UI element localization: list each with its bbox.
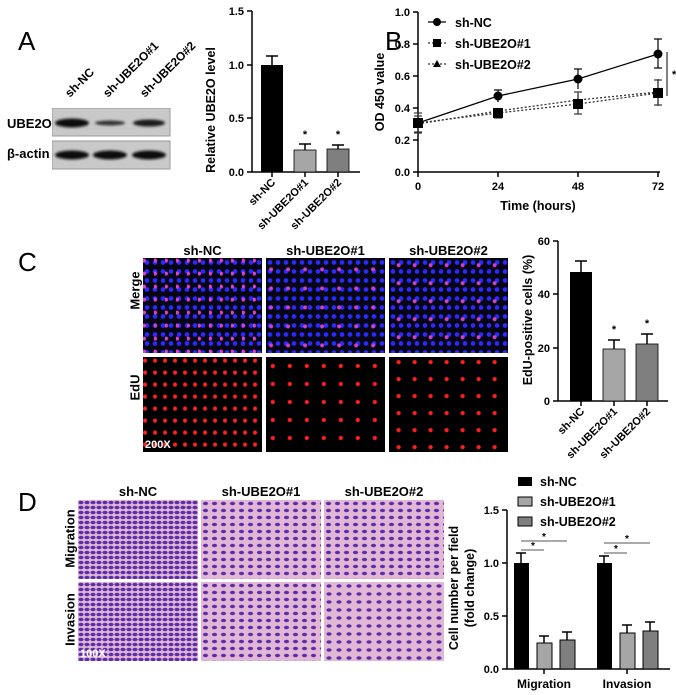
bar-sh-nc <box>261 65 283 172</box>
chart-c-edu-positive: EdU-positive cells (%) 0 20 40 60 * * sh… <box>521 236 668 461</box>
y-tick: 0.0 <box>229 167 244 179</box>
chart-a-relative-ube2o: Relative UBE2O level 0.0 0.5 1.0 1.5 * *… <box>204 6 360 230</box>
column-title: sh-UBE2O#2 <box>409 243 488 258</box>
micrograph-merge-sh-ube2o-2 <box>389 258 508 353</box>
y-tick: 0.8 <box>395 39 410 51</box>
micrograph-invasion-sh-nc: 100X <box>78 582 198 661</box>
wb-row-label: β-actin <box>7 146 50 161</box>
significance-star: * <box>625 534 629 545</box>
x-axis-label: Time (hours) <box>500 199 575 213</box>
y-axis-label-line2: (fold change) <box>463 549 477 627</box>
micrograph-merge-sh-ube2o-1 <box>266 258 385 353</box>
legend: sh-NC sh-UBE2O#1 sh-UBE2O#2 <box>517 475 616 529</box>
column-title: sh-NC <box>118 484 158 499</box>
x-tick: 48 <box>572 181 584 193</box>
row-title: Invasion <box>62 593 78 646</box>
column-title: sh-NC <box>183 243 222 258</box>
legend: sh-NC sh-UBE2O#1 sh-UBE2O#2 <box>428 16 531 72</box>
x-tick: 72 <box>652 181 664 193</box>
x-tick: 0 <box>415 181 421 193</box>
x-tick: sh-NC <box>247 177 278 208</box>
y-tick: 40 <box>538 289 550 301</box>
y-tick: 0 <box>544 396 550 408</box>
wb-blot-image <box>52 108 171 170</box>
x-tick: sh-NC <box>556 406 587 437</box>
micrograph-merge-sh-nc <box>143 258 262 353</box>
row-title: Migration <box>62 509 78 568</box>
significance-star: * <box>672 69 676 81</box>
column-title: sh-UBE2O#1 <box>286 243 365 258</box>
y-tick: 0.0 <box>395 167 410 179</box>
magnification-label: 200X <box>145 439 171 451</box>
panel-letter-c: C <box>18 247 37 277</box>
y-tick: 60 <box>538 236 550 248</box>
micrograph-migration-sh-nc <box>78 500 198 579</box>
legend-label: sh-NC <box>540 475 577 489</box>
legend-label: sh-UBE2O#2 <box>540 515 616 529</box>
significance-star: * <box>614 544 618 555</box>
y-tick: 20 <box>538 343 550 355</box>
micrograph-invasion-sh-ube2o-2 <box>324 582 444 661</box>
group-migration: Migration * * <box>514 532 576 691</box>
legend-label: sh-UBE2O#1 <box>455 37 531 51</box>
column-title: sh-UBE2O#1 <box>221 484 301 499</box>
panel-letter-a: A <box>18 26 36 56</box>
y-tick: 0.4 <box>395 103 411 115</box>
y-tick: 0.0 <box>484 664 499 676</box>
significance-star: * <box>531 541 535 552</box>
legend-label: sh-UBE2O#1 <box>540 495 616 509</box>
y-tick: 1.5 <box>229 6 244 18</box>
micrograph-migration-sh-ube2o-1 <box>201 500 321 579</box>
row-title: Merge <box>127 271 143 310</box>
y-axis-label: OD 450 value <box>373 53 387 132</box>
legend-label: sh-UBE2O#2 <box>455 58 531 72</box>
significance-star: * <box>645 318 650 330</box>
y-tick: 1.0 <box>395 7 410 19</box>
y-tick: 0.5 <box>229 113 244 125</box>
panel-letter-d: D <box>18 487 37 517</box>
y-axis-label: Relative UBE2O level <box>204 47 218 173</box>
series-sh-nc <box>417 38 663 124</box>
micrograph-migration-sh-ube2o-2 <box>324 500 444 579</box>
significance-star: * <box>612 324 617 336</box>
row-title: EdU <box>127 374 143 401</box>
wb-lane-label: sh-NC <box>62 65 97 100</box>
y-axis-label: EdU-positive cells (%) <box>521 255 535 386</box>
significance-star: * <box>303 129 308 141</box>
chart-b-od450: OD 450 value 0.0 0.2 0.4 0.6 0.8 1.0 0 2… <box>373 7 676 213</box>
micrograph-edu-sh-ube2o-2 <box>389 357 508 452</box>
y-tick: 0.2 <box>395 135 410 147</box>
y-tick: 1.5 <box>484 505 499 517</box>
wb-row-label: UBE2O <box>7 116 52 131</box>
significance-star: * <box>542 532 546 543</box>
bar-sh-ube2o-1 <box>293 149 317 173</box>
y-axis-label-line1: Cell number per field <box>447 526 461 650</box>
column-title: sh-UBE2O#2 <box>344 484 424 499</box>
x-tick: Invasion <box>603 677 652 691</box>
micrograph-edu-sh-ube2o-1 <box>266 357 385 452</box>
y-tick: 1.0 <box>484 558 499 570</box>
bar-sh-ube2o-2 <box>326 148 350 173</box>
bar-sh-ube2o-1 <box>602 348 626 402</box>
bar-sh-ube2o-2 <box>635 343 659 402</box>
legend-label: sh-NC <box>455 16 492 30</box>
x-tick: Migration <box>517 677 571 691</box>
y-tick: 1.0 <box>229 60 244 72</box>
y-tick: 0.5 <box>484 611 499 623</box>
micrograph-invasion-sh-ube2o-1 <box>201 582 321 661</box>
significance-star: * <box>336 129 341 141</box>
bar-sh-nc <box>570 272 592 401</box>
magnification-label: 100X <box>80 648 106 660</box>
micrograph-edu-sh-nc: 200X <box>143 357 262 452</box>
x-tick: 24 <box>492 181 505 193</box>
y-tick: 0.6 <box>395 71 410 83</box>
panel-letter-b: B <box>385 26 403 56</box>
group-invasion: Invasion * * <box>597 534 659 691</box>
chart-d-cell-number: Cell number per field (fold change) 0.0 … <box>447 475 670 691</box>
